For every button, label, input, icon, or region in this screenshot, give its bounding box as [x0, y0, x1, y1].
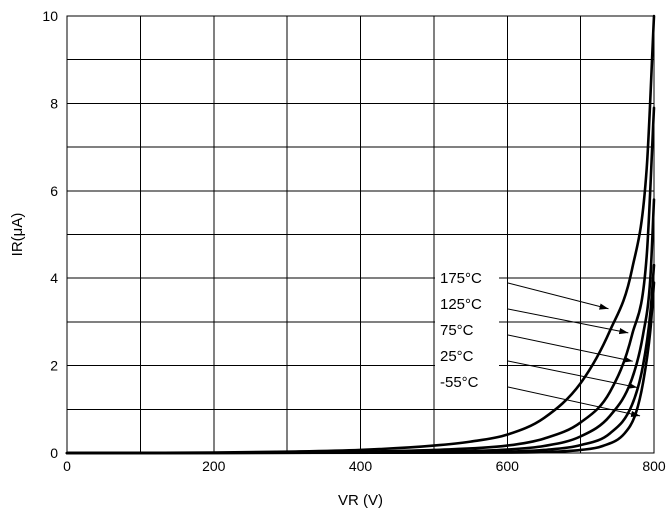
y-tick-label: 10 — [42, 8, 58, 24]
annotation-label-bg — [435, 294, 499, 314]
annotation-label-bg — [435, 268, 499, 288]
annotation-arrow — [507, 282, 609, 310]
annotation-arrow — [507, 334, 633, 363]
plot-frame — [66, 15, 655, 454]
x-tick-label: 800 — [642, 458, 666, 474]
annotation-arrow — [507, 360, 638, 389]
annotation-label-bg — [435, 320, 499, 340]
x-tick-label: 600 — [496, 458, 520, 474]
x-axis-label: VR (V) — [338, 492, 383, 509]
y-tick-label: 4 — [50, 270, 58, 286]
annotation-label: -55°C — [440, 374, 479, 391]
annotation-label-bg — [435, 372, 499, 392]
y-tick-label: 0 — [50, 445, 58, 461]
annotation-label-bg — [435, 346, 499, 366]
annotation-label: 75°C — [440, 322, 474, 339]
annotation-label: 175°C — [440, 270, 482, 287]
annotation-arrow — [507, 386, 641, 418]
y-tick-label: 8 — [50, 95, 58, 111]
x-tick-label: 400 — [349, 458, 373, 474]
x-tick-label: 200 — [202, 458, 226, 474]
annotation-label: 25°C — [440, 348, 474, 365]
y-tick-label: 6 — [50, 183, 58, 199]
annotation-arrow — [507, 308, 629, 335]
y-axis-label: IR(μA) — [9, 213, 26, 257]
grid — [67, 16, 654, 453]
y-tick-label: 2 — [50, 358, 58, 374]
tick-labels: 0 200 400 600 800 0 2 4 6 8 10 — [42, 8, 665, 474]
x-tick-label: 0 — [63, 458, 71, 474]
series-annotations: 175°C 125°C 75°C 25°C -55°C — [435, 268, 641, 418]
annotation-label: 125°C — [440, 296, 482, 313]
